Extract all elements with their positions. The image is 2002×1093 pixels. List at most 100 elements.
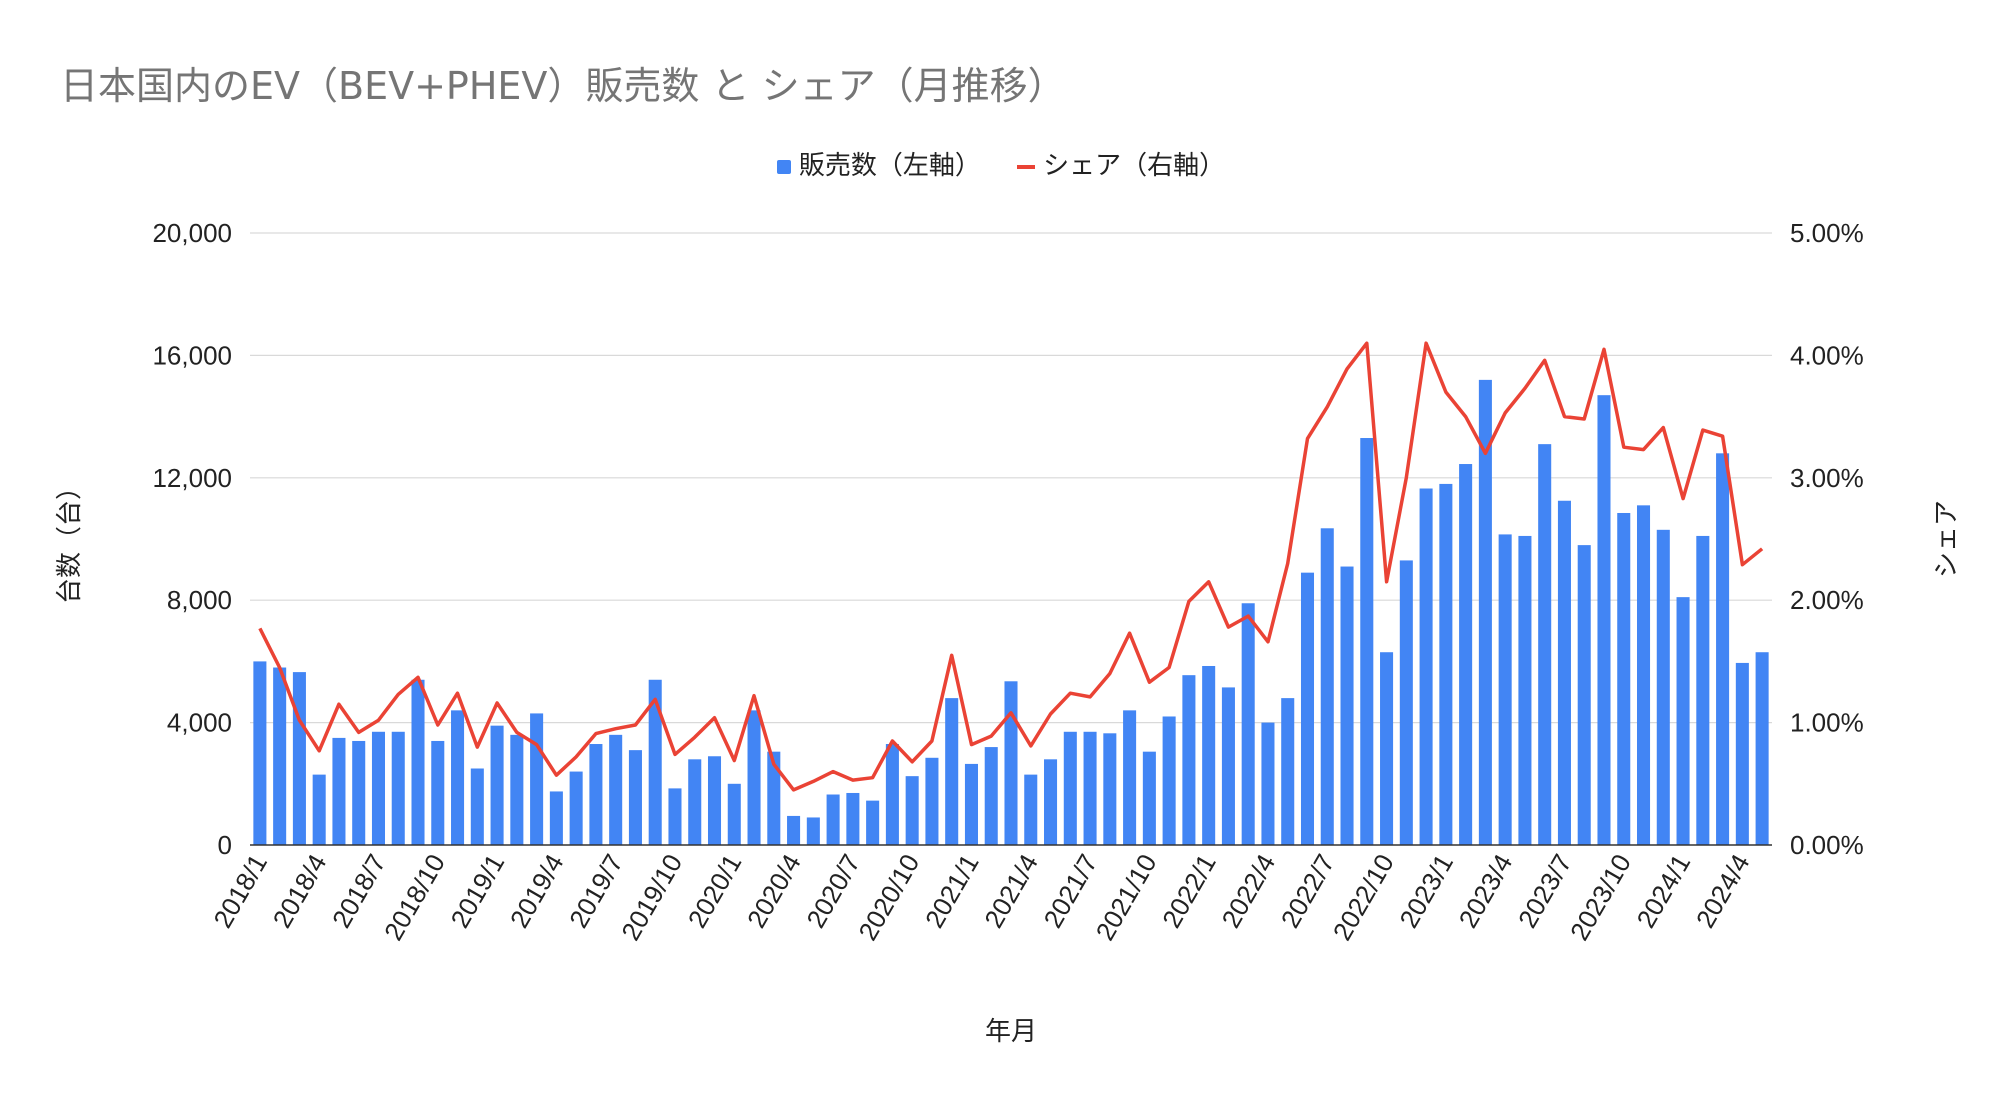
legend-item-sales[interactable]: 販売数（左軸） <box>776 145 981 182</box>
y-tick-label: 12,000 <box>152 463 232 493</box>
bar <box>1716 453 1730 845</box>
bar <box>707 756 722 845</box>
bar <box>292 672 306 845</box>
y2-tick-label: 3.00% <box>1790 463 1864 493</box>
legend-bar-swatch <box>776 159 791 174</box>
y2-tick-label: 4.00% <box>1790 340 1864 370</box>
bar <box>806 817 820 845</box>
x-tick-label: 2023/4 <box>1453 849 1519 933</box>
bar <box>767 751 781 845</box>
bar <box>1735 662 1749 845</box>
bar <box>866 800 880 845</box>
bar <box>1676 597 1690 845</box>
bar <box>352 740 366 845</box>
bar <box>1439 483 1453 845</box>
bar <box>1459 464 1473 845</box>
bar <box>925 757 939 845</box>
bar <box>530 713 544 845</box>
bar <box>1498 534 1512 845</box>
y2-axis-title: シェア <box>1932 500 1962 578</box>
bar <box>1340 566 1354 845</box>
bar <box>984 747 998 845</box>
bar <box>589 744 603 845</box>
right-axis-ticks: 0.00% 1.00% 2.00% 3.00% 4.00% 5.00% <box>1790 218 1864 860</box>
bar <box>1202 665 1216 845</box>
y-axis-title: 台数（台） <box>55 474 85 604</box>
x-tick-label: 2022/4 <box>1215 849 1281 933</box>
x-tick-label: 2020/4 <box>741 849 807 933</box>
x-axis-ticks: 2018/12018/42018/72018/102019/12019/4201… <box>207 849 1755 945</box>
y2-tick-label: 0.00% <box>1790 830 1864 860</box>
x-tick-label: 2019/7 <box>563 849 629 933</box>
legend-label-share: シェア（右軸） <box>1043 151 1226 181</box>
bar <box>1241 603 1255 845</box>
x-tick-label: 2019/4 <box>504 849 570 933</box>
bar <box>1281 698 1295 845</box>
y-tick-label: 8,000 <box>167 585 232 615</box>
bar <box>1360 438 1374 845</box>
bar <box>411 679 425 845</box>
x-tick-label: 2022/1 <box>1156 849 1222 933</box>
bar <box>1004 681 1018 845</box>
y2-tick-label: 2.00% <box>1790 585 1864 615</box>
bar <box>1755 652 1769 845</box>
bar <box>1696 535 1710 845</box>
bar <box>549 791 563 845</box>
bar <box>1123 710 1137 845</box>
bar <box>964 763 978 845</box>
bar <box>945 698 959 845</box>
y-tick-label: 20,000 <box>152 218 232 248</box>
bar <box>688 759 702 845</box>
chart-title: 日本国内のEV（BEV+PHEV）販売数 と シェア（月推移） <box>60 64 1066 108</box>
bar <box>1261 722 1275 845</box>
bar <box>1063 731 1077 845</box>
bar <box>1320 528 1334 845</box>
bar <box>1182 675 1196 845</box>
bar <box>1636 505 1651 845</box>
bar <box>648 679 662 845</box>
bar <box>1380 652 1394 845</box>
legend-item-share[interactable]: シェア（右軸） <box>1017 145 1225 182</box>
bar <box>787 815 801 845</box>
x-tick-label: 2018/4 <box>267 849 333 933</box>
x-tick-label: 2024/1 <box>1631 849 1697 933</box>
legend-label-sales: 販売数（左軸） <box>798 151 981 181</box>
legend: 販売数（左軸） シェア（右軸） <box>0 145 2002 182</box>
bar <box>470 768 484 845</box>
gridlines <box>250 232 1772 724</box>
bar <box>1399 560 1413 845</box>
x-tick-label: 2019/1 <box>445 849 511 933</box>
bar <box>371 731 386 845</box>
x-tick-label: 2022/7 <box>1275 849 1341 933</box>
bar <box>451 710 465 845</box>
bar <box>569 771 583 845</box>
bar <box>885 744 899 845</box>
x-tick-label: 2018/1 <box>207 849 273 933</box>
y-tick-label: 16,000 <box>152 340 232 370</box>
bar <box>826 794 840 845</box>
bar <box>1478 379 1492 845</box>
bar <box>1538 444 1552 845</box>
bar <box>1024 774 1038 845</box>
bar <box>1221 687 1235 845</box>
bar <box>391 731 405 845</box>
bar <box>1083 731 1097 845</box>
bar <box>510 734 524 845</box>
bar <box>332 737 346 845</box>
bar <box>1597 395 1611 845</box>
x-tick-label: 2021/4 <box>978 849 1044 933</box>
share-line <box>258 341 1764 792</box>
bar <box>668 788 682 845</box>
x-tick-label: 2023/7 <box>1512 849 1578 933</box>
bar <box>1300 572 1315 845</box>
bar <box>490 725 504 845</box>
y-tick-label: 0 <box>218 830 232 860</box>
left-axis-ticks: 0 4,000 8,000 12,000 16,000 20,000 <box>152 218 232 860</box>
x-tick-label: 2023/1 <box>1393 849 1459 933</box>
x-axis-title: 年月 <box>985 1017 1037 1047</box>
bar <box>1162 716 1176 845</box>
bar <box>1617 512 1631 845</box>
bar-series <box>253 379 1769 845</box>
x-tick-label: 2021/7 <box>1038 849 1104 933</box>
